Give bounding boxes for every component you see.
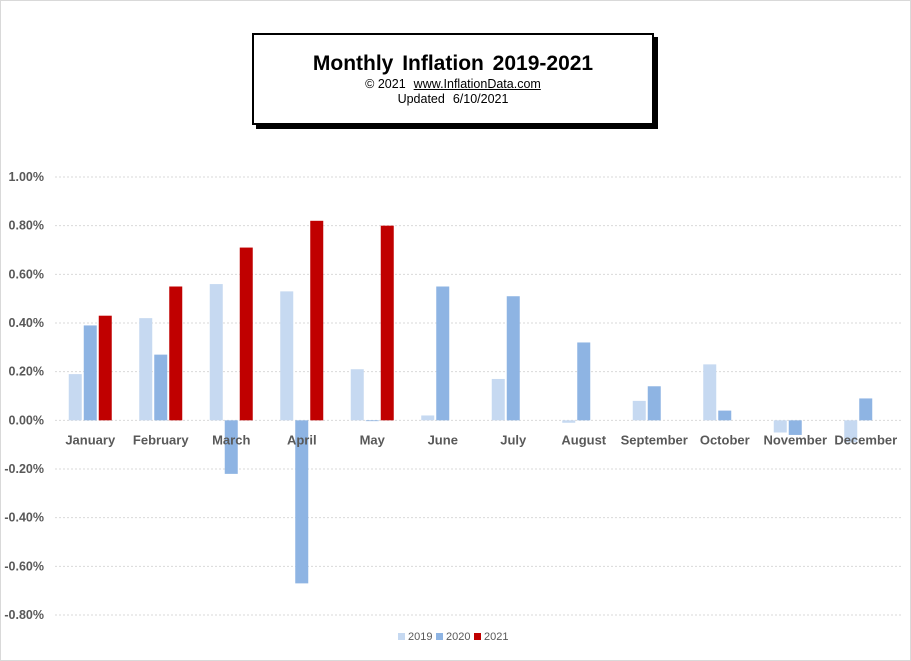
bar-2019-march — [209, 284, 223, 421]
bar-2019-july — [491, 378, 505, 421]
x-tick-label: September — [621, 432, 688, 447]
y-tick-label: 0.00% — [9, 413, 44, 427]
bar-2021-february — [169, 286, 183, 421]
x-tick-label: June — [428, 432, 458, 447]
legend-label-2019: 2019 — [408, 631, 432, 643]
updated-label: Updated — [397, 92, 445, 106]
chart-title-box: Monthly Inflation 2019-2021 © 2021 www.In… — [252, 33, 654, 125]
y-tick-label: 0.80% — [9, 219, 44, 233]
website-link[interactable]: www.InflationData.com — [413, 77, 541, 91]
bar-2021-april — [310, 220, 324, 421]
bar-2020-march — [224, 420, 238, 474]
bar-2020-october — [718, 410, 732, 421]
y-tick-label: 0.20% — [9, 365, 44, 379]
x-tick-label: October — [700, 432, 750, 447]
x-tick-label: December — [834, 432, 897, 447]
bar-2020-january — [83, 325, 97, 421]
bar-2019-april — [280, 291, 294, 421]
bar-2021-january — [98, 315, 112, 421]
bar-2020-august — [577, 342, 591, 421]
bar-2020-november — [788, 420, 802, 435]
bar-2019-december — [844, 420, 858, 443]
bar-2019-august — [562, 420, 576, 423]
bar-2020-may — [365, 420, 379, 422]
bar-2020-april — [295, 420, 309, 584]
x-tick-label: January — [65, 432, 116, 447]
legend-label-2020: 2020 — [446, 631, 470, 643]
y-tick-label: 0.60% — [9, 267, 44, 281]
y-tick-label: 0.40% — [9, 316, 44, 330]
title-updated-line: Updated 6/10/2021 — [254, 92, 652, 106]
y-tick-label: -0.40% — [4, 511, 44, 525]
bar-2019-january — [68, 374, 82, 421]
chart-title: Monthly Inflation 2019-2021 — [312, 52, 594, 75]
bar-2021-march — [239, 247, 253, 421]
bar-2020-july — [506, 296, 520, 421]
legend-swatch-2021 — [474, 633, 481, 640]
y-tick-label: -0.60% — [4, 559, 44, 573]
x-tick-label: March — [212, 432, 250, 447]
legend-swatch-2019 — [398, 633, 405, 640]
y-tick-label: -0.80% — [4, 608, 44, 622]
copyright-text: © 2021 — [365, 77, 406, 91]
x-tick-label: April — [287, 432, 317, 447]
x-tick-label: February — [133, 432, 189, 447]
bar-2020-december — [859, 398, 873, 421]
x-tick-label: May — [360, 432, 386, 447]
y-tick-label: -0.20% — [4, 462, 44, 476]
bar-2021-may — [380, 225, 394, 421]
bar-2020-june — [436, 286, 450, 421]
legend-swatch-2020 — [436, 633, 443, 640]
bar-2020-february — [154, 354, 168, 421]
y-tick-label: 1.00% — [9, 170, 44, 184]
bar-2019-february — [139, 318, 153, 421]
updated-date: 6/10/2021 — [452, 92, 509, 106]
title-credit-line: © 2021 www.InflationData.com — [254, 77, 652, 91]
bar-2019-september — [632, 400, 646, 421]
x-tick-label: November — [763, 432, 827, 447]
x-tick-label: August — [561, 432, 606, 447]
x-tick-label: July — [500, 432, 527, 447]
bar-2019-november — [773, 420, 787, 433]
legend-label-2021: 2021 — [484, 631, 508, 643]
bar-2019-june — [421, 415, 435, 421]
bar-2020-september — [647, 386, 661, 421]
bar-2019-may — [350, 369, 364, 421]
bar-2019-october — [703, 364, 717, 421]
